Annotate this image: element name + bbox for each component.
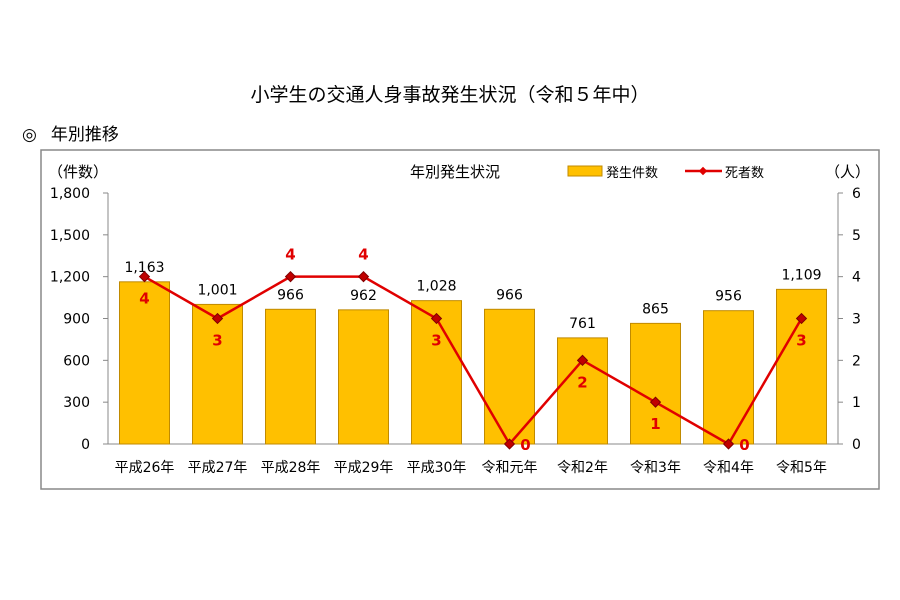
category-label: 令和2年 <box>557 460 608 476</box>
category-label: 平成27年 <box>188 460 248 476</box>
left-tick-label: 1,800 <box>50 186 90 202</box>
left-tick-label: 0 <box>81 437 90 453</box>
chart-title: 年別発生状況 <box>410 163 500 181</box>
left-tick-label: 1,500 <box>50 228 90 244</box>
deaths-value-label: 3 <box>796 332 806 350</box>
deaths-marker <box>795 312 808 325</box>
bar-value-label: 865 <box>642 301 669 317</box>
deaths-value-label: 3 <box>212 332 222 350</box>
category-label: 令和4年 <box>703 460 754 476</box>
deaths-marker <box>722 438 735 450</box>
deaths-value-label: 4 <box>285 246 295 264</box>
right-tick-label: 1 <box>852 395 861 411</box>
right-axis-label: （人） <box>825 163 870 181</box>
page-title: 小学生の交通人身事故発生状況（令和５年中） <box>250 84 650 106</box>
bar <box>192 303 243 445</box>
section-heading: ◎ 年別推移 <box>22 120 119 145</box>
category-label: 令和5年 <box>776 460 827 476</box>
deaths-marker <box>284 271 297 283</box>
deaths-marker <box>430 312 443 325</box>
deaths-marker <box>138 271 151 283</box>
bar-value-label: 761 <box>569 316 596 332</box>
deaths-marker <box>649 396 662 408</box>
section-mark: ◎ <box>22 125 37 145</box>
bar <box>338 309 389 445</box>
category-label: 平成29年 <box>334 460 394 476</box>
left-tick-label: 600 <box>63 353 90 369</box>
right-tick-label: 4 <box>852 270 861 286</box>
bar-value-label: 966 <box>496 287 523 303</box>
right-tick-label: 5 <box>852 228 861 244</box>
bar-value-label: 1,163 <box>124 260 164 276</box>
bar-value-label: 1,001 <box>197 282 237 298</box>
bar <box>484 308 535 445</box>
category-label: 令和3年 <box>630 460 681 476</box>
left-tick-label: 900 <box>63 312 90 328</box>
right-tick-label: 3 <box>852 312 861 328</box>
left-axis-label: （件数） <box>48 163 108 181</box>
category-label: 平成28年 <box>261 460 321 476</box>
section-label: 年別推移 <box>50 125 119 145</box>
right-tick-label: 2 <box>852 353 861 369</box>
right-tick-label: 6 <box>852 186 861 202</box>
bar <box>703 310 754 445</box>
deaths-value-label: 4 <box>139 290 149 308</box>
deaths-marker <box>211 312 224 325</box>
bar-value-label: 962 <box>350 288 377 304</box>
deaths-value-label: 4 <box>358 246 368 264</box>
bar-value-label: 956 <box>715 289 742 305</box>
deaths-value-label: 0 <box>520 436 530 454</box>
category-label: 令和元年 <box>482 460 538 476</box>
right-tick-label: 0 <box>852 437 861 453</box>
legend-bar-label: 発生件数 <box>606 166 658 181</box>
bar <box>119 281 170 445</box>
deaths-marker <box>503 438 516 450</box>
deaths-line <box>143 275 803 447</box>
deaths-marker <box>357 271 370 283</box>
left-tick-label: 1,200 <box>50 270 90 286</box>
bar <box>411 300 462 445</box>
left-tick-label: 300 <box>63 395 90 411</box>
bar-value-label: 966 <box>277 287 304 303</box>
bar-value-label: 1,109 <box>781 267 821 283</box>
category-label: 平成30年 <box>407 460 467 476</box>
deaths-value-label: 0 <box>739 436 749 454</box>
deaths-marker <box>576 354 589 366</box>
category-label: 平成26年 <box>115 460 175 476</box>
bar <box>776 288 827 445</box>
deaths-value-label: 1 <box>650 415 660 433</box>
legend-bar-swatch <box>567 165 603 177</box>
bar-value-label: 1,028 <box>416 279 456 295</box>
legend-line-label: 死者数 <box>725 166 764 181</box>
deaths-value-label: 3 <box>431 332 441 350</box>
bar <box>630 322 681 445</box>
bar <box>265 308 316 445</box>
deaths-value-label: 2 <box>577 373 587 391</box>
